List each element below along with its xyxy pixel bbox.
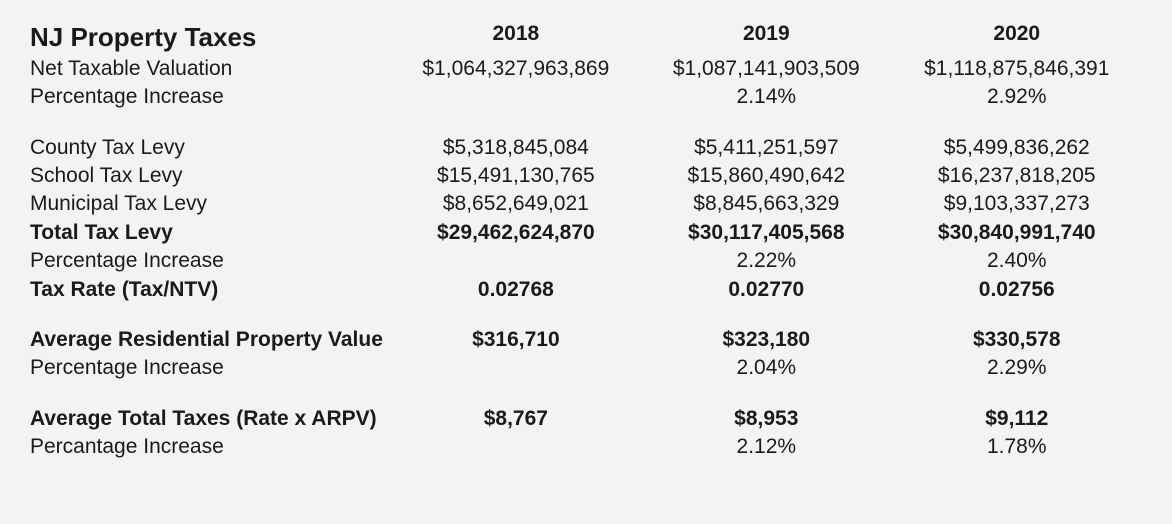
- data-row: Total Tax Levy$29,462,624,870$30,117,405…: [30, 219, 1142, 247]
- row-value: 2.40%: [892, 247, 1142, 275]
- data-row: Tax Rate (Tax/NTV)0.027680.027700.02756: [30, 276, 1142, 304]
- row-value: $5,318,845,084: [391, 134, 641, 162]
- row-value: 2.22%: [641, 247, 891, 275]
- row-value: $30,840,991,740: [892, 219, 1142, 247]
- data-row: Net Taxable Valuation$1,064,327,963,869$…: [30, 55, 1142, 83]
- data-row: Average Total Taxes (Rate x ARPV)$8,767$…: [30, 405, 1142, 433]
- row-value: [391, 354, 641, 382]
- data-row: Percentage Increase 2.04%2.29%: [30, 354, 1142, 382]
- data-row: Percentage Increase 2.14%2.92%: [30, 83, 1142, 111]
- row-label: Tax Rate (Tax/NTV): [30, 276, 391, 304]
- row-value: $330,578: [892, 326, 1142, 354]
- data-row: School Tax Levy$15,491,130,765$15,860,49…: [30, 162, 1142, 190]
- row-value: $8,845,663,329: [641, 190, 891, 218]
- row-value: $316,710: [391, 326, 641, 354]
- row-value: $1,087,141,903,509: [641, 55, 891, 83]
- data-row: Percantage Increase 2.12%1.78%: [30, 433, 1142, 461]
- row-label: Net Taxable Valuation: [30, 55, 391, 83]
- row-value: 0.02770: [641, 276, 891, 304]
- row-value: $8,652,649,021: [391, 190, 641, 218]
- row-value: $1,118,875,846,391: [892, 55, 1142, 83]
- spacer-row: [30, 112, 1142, 134]
- row-label: Percentage Increase: [30, 354, 391, 382]
- year-2020: 2020: [993, 22, 1040, 45]
- property-tax-table: NJ Property Taxes 2018 2019 2020 Net Tax…: [30, 20, 1142, 461]
- row-value: $15,491,130,765: [391, 162, 641, 190]
- header-row: NJ Property Taxes 2018 2019 2020: [30, 20, 1142, 55]
- year-2018: 2018: [493, 22, 540, 45]
- row-label: Average Residential Property Value: [30, 326, 391, 354]
- row-value: $29,462,624,870: [391, 219, 641, 247]
- row-value: $9,112: [892, 405, 1142, 433]
- row-value: [391, 247, 641, 275]
- table-title: NJ Property Taxes: [30, 22, 256, 52]
- row-value: 2.14%: [641, 83, 891, 111]
- row-value: 0.02768: [391, 276, 641, 304]
- row-value: $16,237,818,205: [892, 162, 1142, 190]
- spacer-row: [30, 304, 1142, 326]
- row-label: Total Tax Levy: [30, 219, 391, 247]
- row-label: Percentage Increase: [30, 83, 391, 111]
- row-label: Percentage Increase: [30, 247, 391, 275]
- year-2019: 2019: [743, 22, 790, 45]
- row-value: $30,117,405,568: [641, 219, 891, 247]
- row-value: $15,860,490,642: [641, 162, 891, 190]
- data-row: Average Residential Property Value$316,7…: [30, 326, 1142, 354]
- row-value: 2.92%: [892, 83, 1142, 111]
- row-label: County Tax Levy: [30, 134, 391, 162]
- row-value: $8,767: [391, 405, 641, 433]
- row-value: 1.78%: [892, 433, 1142, 461]
- row-value: 2.29%: [892, 354, 1142, 382]
- row-value: $5,411,251,597: [641, 134, 891, 162]
- row-value: [391, 83, 641, 111]
- row-label: Municipal Tax Levy: [30, 190, 391, 218]
- spacer-row: [30, 383, 1142, 405]
- row-value: $9,103,337,273: [892, 190, 1142, 218]
- row-value: 2.04%: [641, 354, 891, 382]
- data-row: Municipal Tax Levy$8,652,649,021$8,845,6…: [30, 190, 1142, 218]
- row-value: $5,499,836,262: [892, 134, 1142, 162]
- row-label: School Tax Levy: [30, 162, 391, 190]
- row-value: $1,064,327,963,869: [391, 55, 641, 83]
- data-row: Percentage Increase 2.22%2.40%: [30, 247, 1142, 275]
- row-value: 2.12%: [641, 433, 891, 461]
- row-value: 0.02756: [892, 276, 1142, 304]
- data-row: County Tax Levy$5,318,845,084$5,411,251,…: [30, 134, 1142, 162]
- row-value: $323,180: [641, 326, 891, 354]
- row-label: Average Total Taxes (Rate x ARPV): [30, 405, 391, 433]
- row-label: Percantage Increase: [30, 433, 391, 461]
- row-value: $8,953: [641, 405, 891, 433]
- row-value: [391, 433, 641, 461]
